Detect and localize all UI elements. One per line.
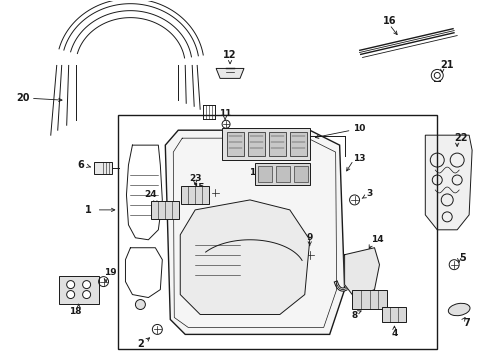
Bar <box>222 128 309 160</box>
Circle shape <box>261 173 278 191</box>
Circle shape <box>135 300 145 310</box>
Text: 3: 3 <box>366 189 372 198</box>
Bar <box>258 166 271 182</box>
Circle shape <box>66 280 75 289</box>
Bar <box>247 132 264 156</box>
Text: 15: 15 <box>191 184 204 193</box>
Polygon shape <box>344 248 379 298</box>
Text: 7: 7 <box>463 319 469 328</box>
Bar <box>268 132 285 156</box>
Polygon shape <box>180 200 309 315</box>
Circle shape <box>82 280 90 289</box>
Bar <box>151 201 179 219</box>
Text: 21: 21 <box>440 60 453 71</box>
Text: 4: 4 <box>390 329 397 338</box>
Bar <box>181 186 209 204</box>
Bar <box>254 163 309 185</box>
Text: 11: 11 <box>218 109 231 118</box>
Polygon shape <box>425 135 471 230</box>
Bar <box>93 162 111 174</box>
Circle shape <box>66 291 75 298</box>
Text: 17: 17 <box>248 167 261 176</box>
Text: 12: 12 <box>223 50 236 60</box>
Text: 13: 13 <box>353 154 365 163</box>
Text: 5: 5 <box>458 253 465 263</box>
Text: 9: 9 <box>306 233 312 242</box>
Text: 20: 20 <box>16 93 30 103</box>
Ellipse shape <box>447 303 469 316</box>
Text: 2: 2 <box>137 339 143 349</box>
Text: 24: 24 <box>144 190 156 199</box>
Bar <box>351 289 386 310</box>
Polygon shape <box>216 68 244 78</box>
Text: 6: 6 <box>77 160 84 170</box>
Bar <box>59 276 99 303</box>
Text: 10: 10 <box>353 124 365 133</box>
Bar <box>382 306 406 323</box>
Text: 14: 14 <box>370 235 383 244</box>
Polygon shape <box>165 130 344 334</box>
Bar <box>226 132 244 156</box>
Bar <box>289 132 306 156</box>
Text: 22: 22 <box>453 133 467 143</box>
Bar <box>293 166 307 182</box>
Text: 1: 1 <box>85 205 92 215</box>
Text: 16: 16 <box>382 15 395 26</box>
Text: 18: 18 <box>69 307 81 316</box>
Bar <box>118 115 436 349</box>
Text: 19: 19 <box>104 268 117 277</box>
Text: 23: 23 <box>188 174 201 183</box>
Circle shape <box>82 291 90 298</box>
Text: 8: 8 <box>351 311 357 320</box>
Bar <box>275 166 289 182</box>
